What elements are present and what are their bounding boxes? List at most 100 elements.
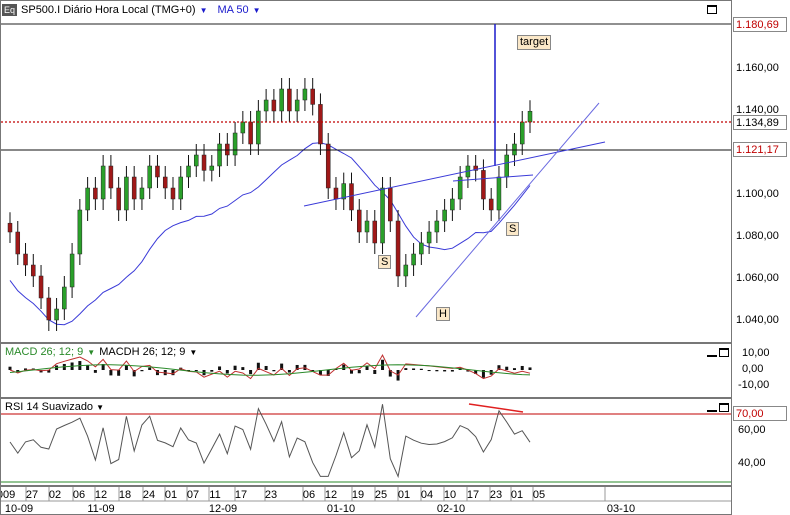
x-tick-label: 11 bbox=[209, 489, 220, 501]
candle bbox=[411, 243, 416, 276]
macd-dropdown-icon[interactable]: ▼ bbox=[87, 347, 96, 357]
price-marker-last: 1.134,89 bbox=[733, 115, 787, 130]
candle bbox=[450, 188, 455, 221]
candle bbox=[341, 172, 346, 210]
x-tick-label: 27 bbox=[26, 489, 38, 501]
maximize-icon[interactable] bbox=[707, 5, 717, 14]
macd-bar bbox=[47, 370, 51, 373]
x-month-label: 11-09 bbox=[87, 503, 114, 514]
candle bbox=[419, 232, 424, 265]
rsi-level-marker: 70,00 bbox=[733, 406, 787, 421]
x-month-label: 12-09 bbox=[209, 503, 237, 514]
rsi-y-tick: 40,00 bbox=[738, 457, 766, 469]
price-chart bbox=[1, 23, 731, 331]
x-tick-label: 12 bbox=[325, 489, 337, 501]
candle bbox=[108, 155, 114, 199]
minimize-icon[interactable] bbox=[707, 403, 717, 412]
macd-bar bbox=[404, 368, 408, 370]
candle bbox=[496, 166, 502, 221]
x-tick-label: 24 bbox=[143, 489, 155, 501]
candle bbox=[85, 177, 90, 221]
candle bbox=[170, 177, 176, 210]
candle bbox=[7, 212, 13, 243]
candle bbox=[357, 199, 362, 243]
ma-dropdown-icon[interactable]: ▼ bbox=[252, 5, 261, 15]
macd-bar bbox=[24, 368, 28, 370]
candle bbox=[46, 287, 52, 331]
x-month-label: 03-10 bbox=[607, 503, 635, 514]
candle bbox=[488, 188, 494, 221]
x-axis-ticks: 009 27 02 06 12 18 24 01 07 11 17 23 06 12 19 25 01 04 10 1… bbox=[1, 487, 731, 514]
x-tick-label: 10 bbox=[444, 489, 456, 501]
macd-bar bbox=[16, 370, 20, 373]
candle bbox=[38, 265, 44, 309]
pattern-label-head: H bbox=[436, 307, 450, 321]
candle bbox=[62, 276, 67, 320]
rsi-header: RSI 14 Suavizado ▼ bbox=[5, 401, 104, 413]
macd-bar bbox=[435, 370, 439, 372]
x-tick-label: 01 bbox=[511, 489, 523, 501]
candle bbox=[287, 78, 292, 122]
macd-bar bbox=[272, 370, 276, 372]
macd-bar bbox=[357, 370, 361, 374]
pattern-label-left-shoulder: S bbox=[378, 255, 392, 269]
ma-50-line bbox=[9, 142, 531, 326]
macd-bar bbox=[349, 370, 353, 374]
candle bbox=[131, 166, 137, 210]
macd-panel: MACD 26; 12; 9 ▼ MACDH 26; 12; 9 ▼ bbox=[0, 343, 732, 398]
x-tick-label: 009 bbox=[1, 489, 15, 501]
macd-bar bbox=[241, 367, 245, 370]
macdh-label[interactable]: MACDH 26; 12; 9 bbox=[99, 346, 186, 358]
rsi-chart bbox=[1, 403, 731, 483]
chart-header: Eq SP500.I Diário Hora Local (TMG+0) ▼ M… bbox=[2, 4, 261, 16]
y-tick: 1.040,00 bbox=[736, 314, 779, 326]
macd-bar bbox=[256, 362, 260, 370]
macd-bar bbox=[427, 370, 431, 372]
macd-bar bbox=[287, 370, 291, 373]
rsi-dropdown-icon[interactable]: ▼ bbox=[96, 402, 104, 412]
rsi-label[interactable]: RSI 14 Suavizado bbox=[5, 401, 94, 413]
macd-bar bbox=[412, 368, 416, 370]
maximize-icon[interactable] bbox=[719, 403, 729, 412]
x-tick-label: 07 bbox=[187, 489, 199, 501]
y-tick: 1.160,00 bbox=[736, 62, 779, 74]
minimize-icon[interactable] bbox=[707, 348, 717, 357]
candle bbox=[442, 199, 447, 232]
macd-label[interactable]: MACD 26; 12; 9 bbox=[5, 346, 84, 358]
macd-bar bbox=[148, 367, 152, 370]
macd-bar bbox=[419, 368, 423, 370]
macd-bar bbox=[132, 370, 136, 377]
eq-icon[interactable]: Eq bbox=[2, 4, 18, 16]
candle bbox=[100, 155, 106, 210]
x-tick-label: 18 bbox=[119, 489, 131, 501]
macd-bar bbox=[101, 364, 105, 370]
maximize-icon[interactable] bbox=[719, 348, 729, 357]
macd-bar bbox=[93, 370, 97, 373]
macd-histogram bbox=[8, 359, 532, 381]
price-axis: 1.160,00 1.140,00 1.100,00 1.080,00 1.06… bbox=[732, 0, 790, 343]
macd-bar bbox=[311, 370, 315, 372]
title-dropdown-icon[interactable]: ▼ bbox=[199, 5, 208, 15]
candle bbox=[54, 298, 59, 331]
ma-label[interactable]: MA 50 bbox=[217, 4, 249, 16]
candle bbox=[116, 177, 121, 221]
pattern-label-right-shoulder: S bbox=[506, 222, 520, 236]
macd-bar bbox=[264, 365, 268, 370]
candle bbox=[271, 89, 277, 122]
chart-title: SP500.I Diário Hora Local (TMG+0) bbox=[21, 4, 196, 16]
divergence-line bbox=[468, 403, 524, 413]
macd-bar bbox=[505, 366, 509, 370]
macdh-dropdown-icon[interactable]: ▼ bbox=[189, 347, 198, 357]
macd-bar bbox=[512, 368, 516, 370]
candle bbox=[217, 133, 222, 177]
candle bbox=[325, 133, 331, 199]
macd-bar bbox=[365, 366, 369, 370]
candle bbox=[23, 243, 28, 276]
candle bbox=[93, 177, 98, 210]
macd-bar bbox=[210, 370, 214, 372]
macd-bar bbox=[124, 365, 128, 370]
macd-axis: 10,00 0,00 -10,00 bbox=[732, 343, 790, 398]
candle bbox=[302, 78, 308, 111]
macd-bar bbox=[326, 370, 330, 376]
macd-bar bbox=[280, 363, 284, 370]
